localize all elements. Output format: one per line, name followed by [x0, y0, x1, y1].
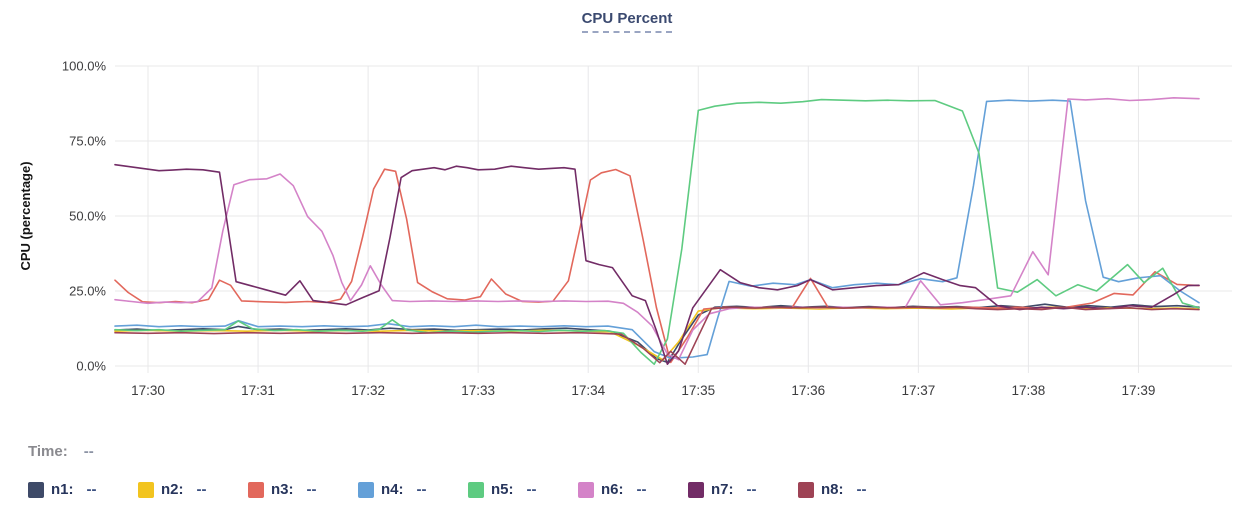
legend-value-n3: -- [306, 481, 317, 498]
x-tick-label: 17:31 [241, 383, 275, 398]
y-axis-title: CPU (percentage) [18, 161, 33, 270]
legend-value-n1: -- [86, 481, 97, 498]
legend-value-n8: -- [856, 481, 867, 498]
y-tick-label: 0.0% [76, 359, 106, 374]
legend-swatch-n5 [468, 481, 484, 498]
x-tick-label: 17:36 [791, 383, 825, 398]
x-tick-label: 17:38 [1012, 383, 1046, 398]
legend-item-n7[interactable]: n7: -- [688, 481, 798, 498]
legend-swatch-n6 [578, 481, 594, 498]
legend-swatch-n4 [358, 481, 374, 498]
legend-item-n6[interactable]: n6: -- [578, 481, 688, 498]
legend-swatch-n8 [798, 481, 814, 498]
legend-item-n4[interactable]: n4: -- [358, 481, 468, 498]
legend-value-n4: -- [416, 481, 427, 498]
legend-item-n8[interactable]: n8: -- [798, 481, 908, 498]
cpu-percent-line-chart: 0.0% 25.0% 50.0% 75.0% 100.0% 17:30 17:31 17:32… [18, 59, 1232, 398]
legend-value-n2: -- [196, 481, 207, 498]
chart-title[interactable]: CPU Percent [581, 10, 673, 33]
series-line-n4 [114, 99, 1200, 360]
x-tick-label: 17:34 [571, 383, 605, 398]
x-tick-label: 17:37 [901, 383, 935, 398]
legend-label-n1: n1: [51, 481, 74, 498]
x-tick-label: 17:33 [461, 383, 495, 398]
legend-swatch-n3 [248, 481, 264, 498]
legend-item-n3[interactable]: n3: -- [248, 481, 358, 498]
x-tick-label: 17:39 [1122, 383, 1156, 398]
legend-value-n6: -- [636, 481, 647, 498]
legend-label-n5: n5: [491, 481, 514, 498]
x-tick-label: 17:32 [351, 383, 385, 398]
time-label: Time: [28, 443, 68, 460]
legend-label-n6: n6: [601, 481, 624, 498]
legend-value-n5: -- [526, 481, 537, 498]
series-line-n5 [114, 98, 1200, 366]
x-tick-label: 17:35 [681, 383, 715, 398]
y-tick-label: 100.0% [62, 59, 107, 74]
legend-label-n3: n3: [271, 481, 294, 498]
time-value: -- [83, 443, 94, 460]
legend-item-n2[interactable]: n2: -- [138, 481, 248, 498]
legend-item-n5[interactable]: n5: -- [468, 481, 578, 498]
legend-item-n1[interactable]: n1: -- [28, 481, 138, 498]
y-tick-label: 50.0% [69, 209, 106, 224]
legend-label-n4: n4: [381, 481, 404, 498]
series-line-n6 [114, 97, 1200, 361]
legend-swatch-n2 [138, 481, 154, 498]
y-tick-label: 25.0% [69, 284, 106, 299]
legend-swatch-n7 [688, 481, 704, 498]
x-tick-label: 17:30 [131, 383, 165, 398]
series-line-n7 [114, 163, 1200, 366]
legend: n1: -- n2: -- n3: -- n4: -- n5: -- n6: -- n7: -- n8: -- [28, 481, 908, 498]
chart-title-row: CPU Percent [0, 10, 1254, 33]
y-tick-label: 75.0% [69, 134, 106, 149]
legend-label-n2: n2: [161, 481, 184, 498]
time-readout: Time: -- [28, 443, 94, 460]
legend-swatch-n1 [28, 481, 44, 498]
legend-label-n8: n8: [821, 481, 844, 498]
legend-value-n7: -- [746, 481, 757, 498]
series-line-n8 [114, 306, 1200, 366]
legend-label-n7: n7: [711, 481, 734, 498]
